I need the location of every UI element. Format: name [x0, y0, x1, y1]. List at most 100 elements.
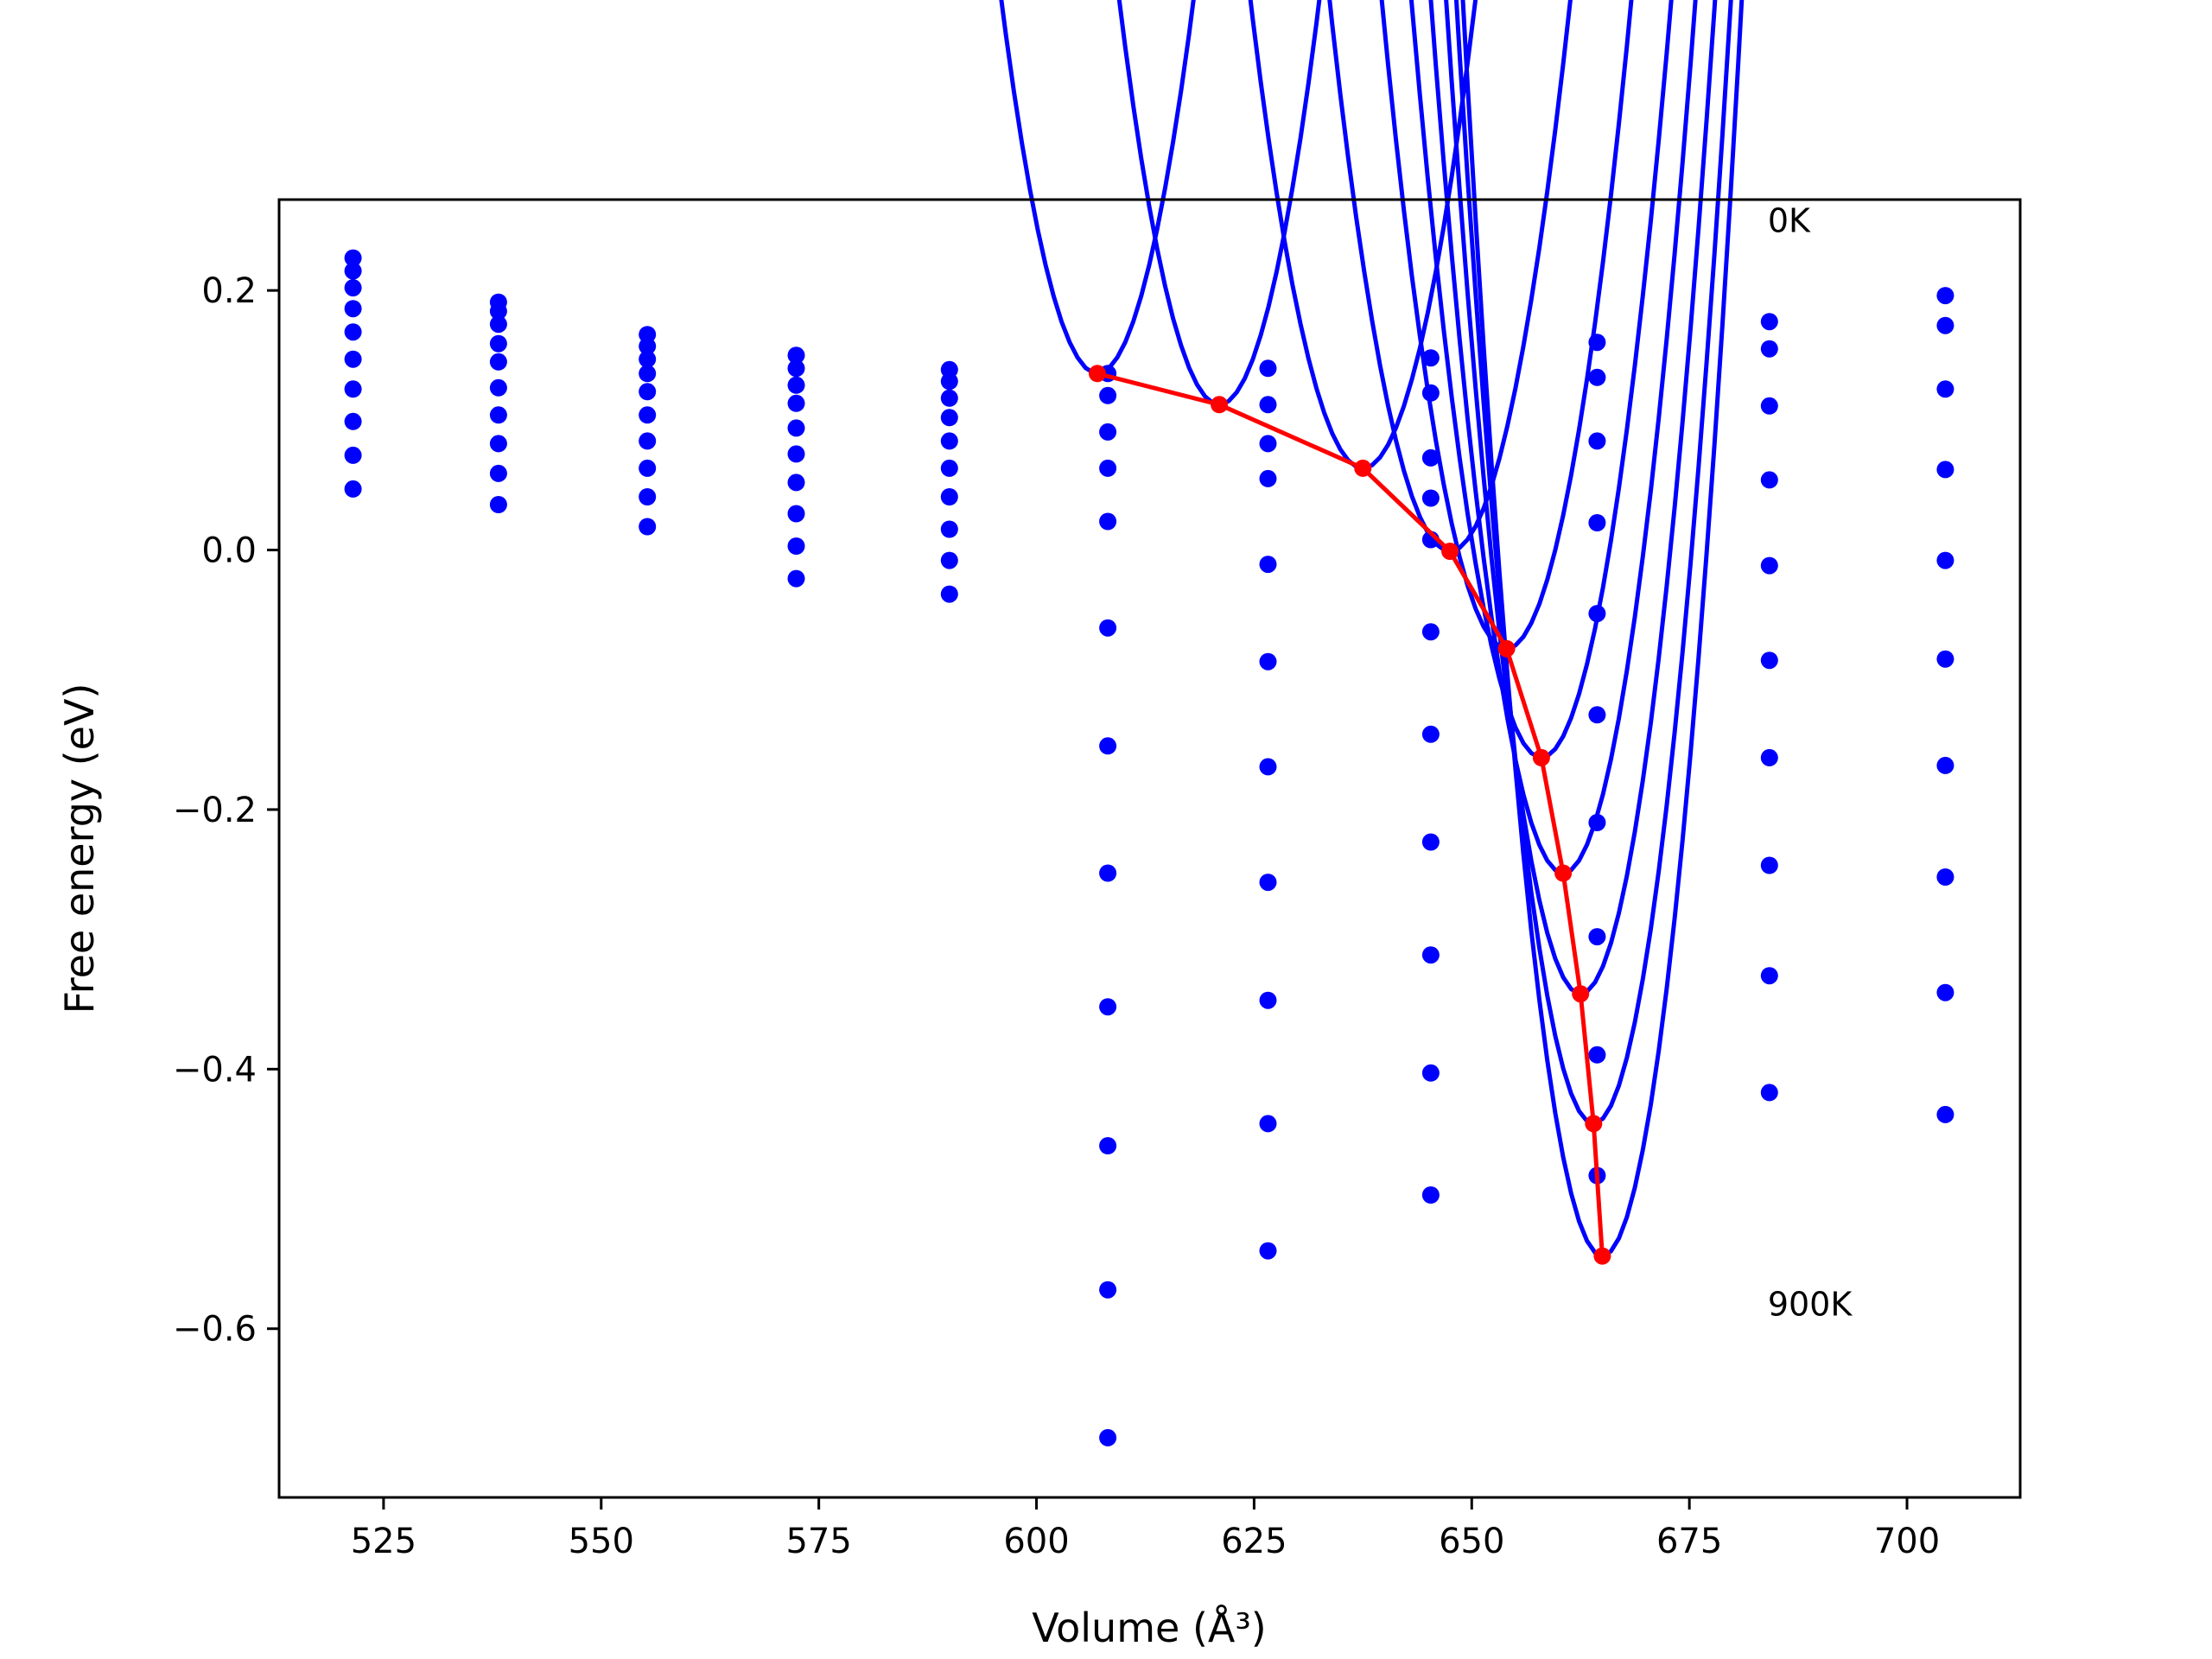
data-point — [1588, 514, 1606, 531]
data-point — [1421, 489, 1440, 507]
data-point — [344, 249, 362, 267]
x-axis-ticks: 525 550 575 600 625 650 675 700 — [351, 1497, 1940, 1561]
data-point — [787, 376, 805, 394]
data-point — [940, 585, 958, 603]
fit-curve-1 — [1116, 0, 1322, 407]
data-point — [1936, 287, 1955, 305]
data-point — [344, 380, 362, 398]
x-tick-label: 575 — [785, 1522, 851, 1561]
data-point — [1760, 748, 1778, 766]
data-point — [489, 353, 507, 371]
data-point — [639, 488, 657, 505]
annotations: 0K 900K — [1768, 202, 1853, 1324]
minimum-point — [1441, 543, 1459, 560]
data-point — [1588, 334, 1606, 352]
x-tick-label: 550 — [569, 1522, 634, 1561]
data-point — [1936, 650, 1955, 668]
data-point — [1259, 758, 1277, 776]
data-point — [489, 378, 507, 397]
data-point — [1259, 469, 1277, 487]
plot-frame — [277, 198, 2022, 1499]
x-axis-label: Volume (Å³) — [1032, 1605, 1267, 1651]
data-point — [1099, 1428, 1117, 1446]
data-point — [639, 518, 657, 536]
data-point — [1421, 623, 1440, 641]
data-point — [787, 569, 805, 588]
data-point — [1760, 556, 1778, 575]
data-point — [1760, 856, 1778, 874]
minimum-point — [1585, 1115, 1603, 1133]
data-point — [1099, 423, 1117, 441]
data-point — [489, 435, 507, 453]
data-point — [489, 406, 507, 424]
data-point — [1099, 512, 1117, 531]
data-point — [787, 474, 805, 492]
data-point — [787, 537, 805, 555]
data-point — [1760, 397, 1778, 415]
data-point — [1259, 396, 1277, 414]
data-point — [1936, 868, 1955, 886]
data-point — [940, 432, 958, 450]
minimum-point — [1354, 459, 1372, 477]
minima-line — [1089, 365, 1611, 1265]
data-point — [1760, 652, 1778, 670]
data-point — [940, 488, 958, 505]
fit-curve-7 — [1444, 0, 1718, 996]
data-point — [940, 409, 958, 427]
data-point — [940, 389, 958, 407]
data-point — [1760, 313, 1778, 331]
data-point — [1936, 316, 1955, 334]
data-point — [787, 445, 805, 463]
data-point — [1259, 359, 1277, 378]
temperature-label: 900K — [1768, 1286, 1853, 1324]
minima-path — [1096, 371, 1605, 1256]
data-point — [1588, 432, 1606, 450]
data-point — [1421, 833, 1440, 851]
data-point — [940, 459, 958, 477]
data-point — [1760, 471, 1778, 489]
data-point — [1259, 1242, 1277, 1260]
data-point — [344, 480, 362, 498]
data-point — [787, 359, 805, 378]
y-tick-label: −0.2 — [173, 791, 257, 830]
data-point — [344, 279, 362, 297]
data-point — [1588, 605, 1606, 623]
data-point — [940, 372, 958, 391]
x-tick-label: 625 — [1221, 1522, 1287, 1561]
y-axis-ticks: −0.6 −0.4 −0.2 0.0 0.2 — [173, 271, 279, 1350]
data-point — [344, 300, 362, 318]
data-points — [344, 249, 1955, 1446]
data-point — [1936, 461, 1955, 479]
temperature-label: 0K — [1768, 202, 1811, 240]
data-point — [1936, 380, 1955, 398]
minimum-point — [1089, 365, 1106, 383]
data-point — [639, 406, 657, 424]
data-point — [489, 334, 507, 353]
data-point — [639, 350, 657, 368]
x-tick-label: 650 — [1439, 1522, 1504, 1561]
x-tick-label: 700 — [1874, 1522, 1940, 1561]
data-point — [344, 350, 362, 368]
data-point — [940, 520, 958, 538]
y-tick-label: −0.4 — [173, 1050, 257, 1090]
data-point — [639, 365, 657, 383]
data-point — [639, 383, 657, 401]
data-point — [787, 394, 805, 412]
data-point — [344, 262, 362, 280]
data-point — [1259, 1115, 1277, 1133]
data-point — [1936, 551, 1955, 569]
data-point — [1099, 864, 1117, 882]
minimum-point — [1554, 864, 1573, 882]
minimum-point — [1593, 1247, 1611, 1265]
data-point — [1099, 619, 1117, 637]
data-point — [1421, 384, 1440, 402]
data-point — [344, 323, 362, 341]
data-point — [1099, 737, 1117, 755]
x-tick-label: 675 — [1656, 1522, 1722, 1561]
minimum-point — [1497, 639, 1516, 658]
data-point — [1099, 459, 1117, 477]
data-point — [489, 302, 507, 321]
fit-curve-6 — [1428, 0, 1698, 876]
x-tick-label: 525 — [351, 1522, 416, 1561]
